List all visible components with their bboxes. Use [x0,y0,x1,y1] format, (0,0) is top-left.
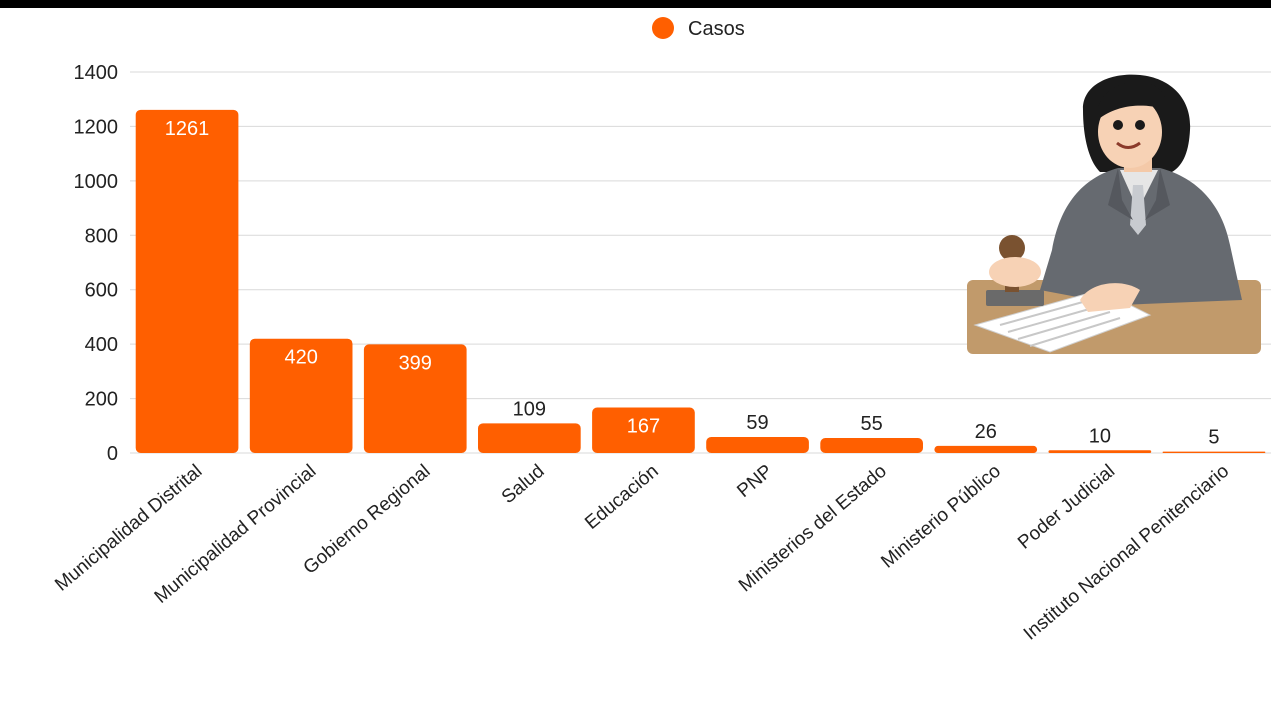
bar [478,423,581,453]
bar [1048,450,1152,453]
bar [363,344,467,453]
eye-right [1135,120,1145,130]
hand-left [989,257,1041,287]
stamp-knob [999,235,1025,261]
bar [706,436,809,453]
x-tick-label: Gobierno Regional [300,461,435,579]
bar-value-label: 59 [746,412,768,434]
bar [592,407,695,453]
y-tick-label: 400 [85,334,118,356]
bar [135,109,239,454]
bar [249,338,353,453]
hand-right [1080,283,1140,312]
x-tick-label: Educación [581,461,662,534]
document-lines [999,299,1121,347]
bar-value-label: 10 [1089,425,1111,447]
bar [1162,451,1266,453]
stamp-base [986,290,1044,306]
tie [1130,185,1146,235]
data-labels: 1261 420 399 109 167 59 55 26 10 5 [165,118,1220,449]
x-tick-label: Instituto Nacional Penitenciario [1020,461,1233,645]
bar [820,438,923,453]
y-tick-label: 0 [107,443,118,465]
legend-label: Casos [688,18,745,40]
legend-swatch [652,17,674,39]
lapel-left [1108,168,1133,220]
top-bar [0,0,1271,8]
y-tick-label: 1000 [74,171,119,193]
bar-value-label: 55 [861,413,883,435]
bar-value-label: 167 [627,416,660,438]
y-tick-label: 600 [85,280,118,302]
lapel-right [1145,168,1170,220]
judge-stamping-document-illustration [967,74,1261,354]
bar-value-label: 26 [975,421,997,443]
face [1098,96,1162,168]
bar-value-label: 109 [513,398,546,420]
legend: Casos [652,17,745,40]
smile [1116,141,1141,149]
y-tick-label: 1200 [74,116,119,138]
x-tick-label: Ministerio Público [877,461,1005,573]
y-axis-ticks: 0 200 400 600 800 1000 1200 1400 [74,62,119,465]
bar [934,445,1038,453]
jacket [1040,168,1242,305]
x-tick-label: Salud [498,461,549,508]
y-tick-label: 200 [85,389,118,411]
bar-value-label: 1261 [165,118,210,140]
y-tick-label: 1400 [74,62,119,84]
bars [135,109,1266,454]
eye-left [1113,120,1123,130]
x-tick-label: PNP [733,461,776,502]
bar-value-label: 399 [399,352,432,374]
x-tick-label: Poder Judicial [1014,461,1119,554]
bar-value-label: 420 [284,347,317,369]
y-tick-label: 800 [85,225,118,247]
hair-front [1095,81,1167,125]
bar-value-label: 5 [1208,427,1219,449]
